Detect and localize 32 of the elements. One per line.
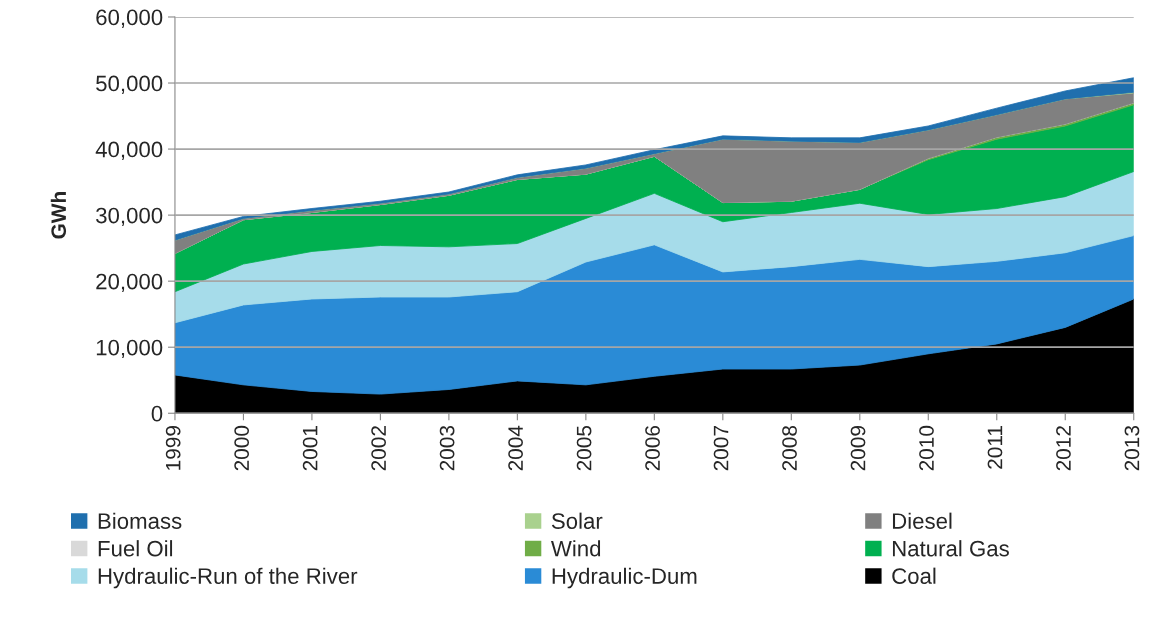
legend-label: Natural Gas	[892, 540, 1009, 557]
legend-label: Wind	[550, 540, 601, 557]
y-tick-label: 0	[151, 405, 163, 422]
y-tick-label: 60,000	[96, 9, 163, 28]
legend-label: Solar	[551, 512, 603, 529]
y-tick-label: 50,000	[96, 75, 163, 94]
y-tick-label: 30,000	[96, 207, 163, 227]
legend-label: Diesel	[892, 512, 952, 529]
y-tick-label: 10,000	[96, 339, 163, 359]
x-tick-label: 2000	[234, 425, 250, 471]
x-tick-label: 2003	[439, 425, 455, 471]
x-tick-label: 2010	[919, 425, 934, 471]
x-tick-label: 2009	[850, 426, 866, 471]
x-tick-label: 2004	[508, 425, 523, 471]
x-tick-label: 2011	[987, 426, 1003, 469]
x-tick-label: 2007	[713, 426, 729, 471]
x-tick-label: 2002	[371, 426, 386, 471]
x-tick-label: 1999	[165, 426, 181, 470]
y-axis-title: GWh	[50, 192, 67, 239]
x-tick-label: 2001	[302, 426, 318, 471]
x-tick-label: 2013	[1124, 425, 1140, 471]
legend-label: Fuel Oil	[98, 540, 173, 557]
x-tick-label: 2006	[645, 425, 660, 471]
legend-label: Hydraulic-Dum	[552, 567, 697, 589]
y-tick-label: 20,000	[96, 273, 163, 293]
x-tick-label: 2008	[782, 425, 797, 471]
legend-label: Coal	[892, 567, 936, 584]
y-tick-label: 40,000	[95, 141, 163, 160]
x-tick-label: 2005	[576, 425, 592, 471]
legend-label: Biomass	[98, 512, 182, 529]
x-tick-label: 2012	[1056, 426, 1071, 471]
legend-label: Hydraulic-Run of the River	[98, 567, 358, 589]
